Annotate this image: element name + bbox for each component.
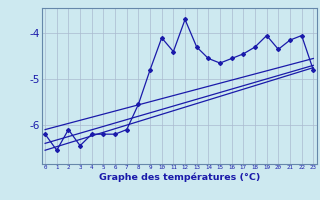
X-axis label: Graphe des températures (°C): Graphe des températures (°C) xyxy=(99,172,260,182)
